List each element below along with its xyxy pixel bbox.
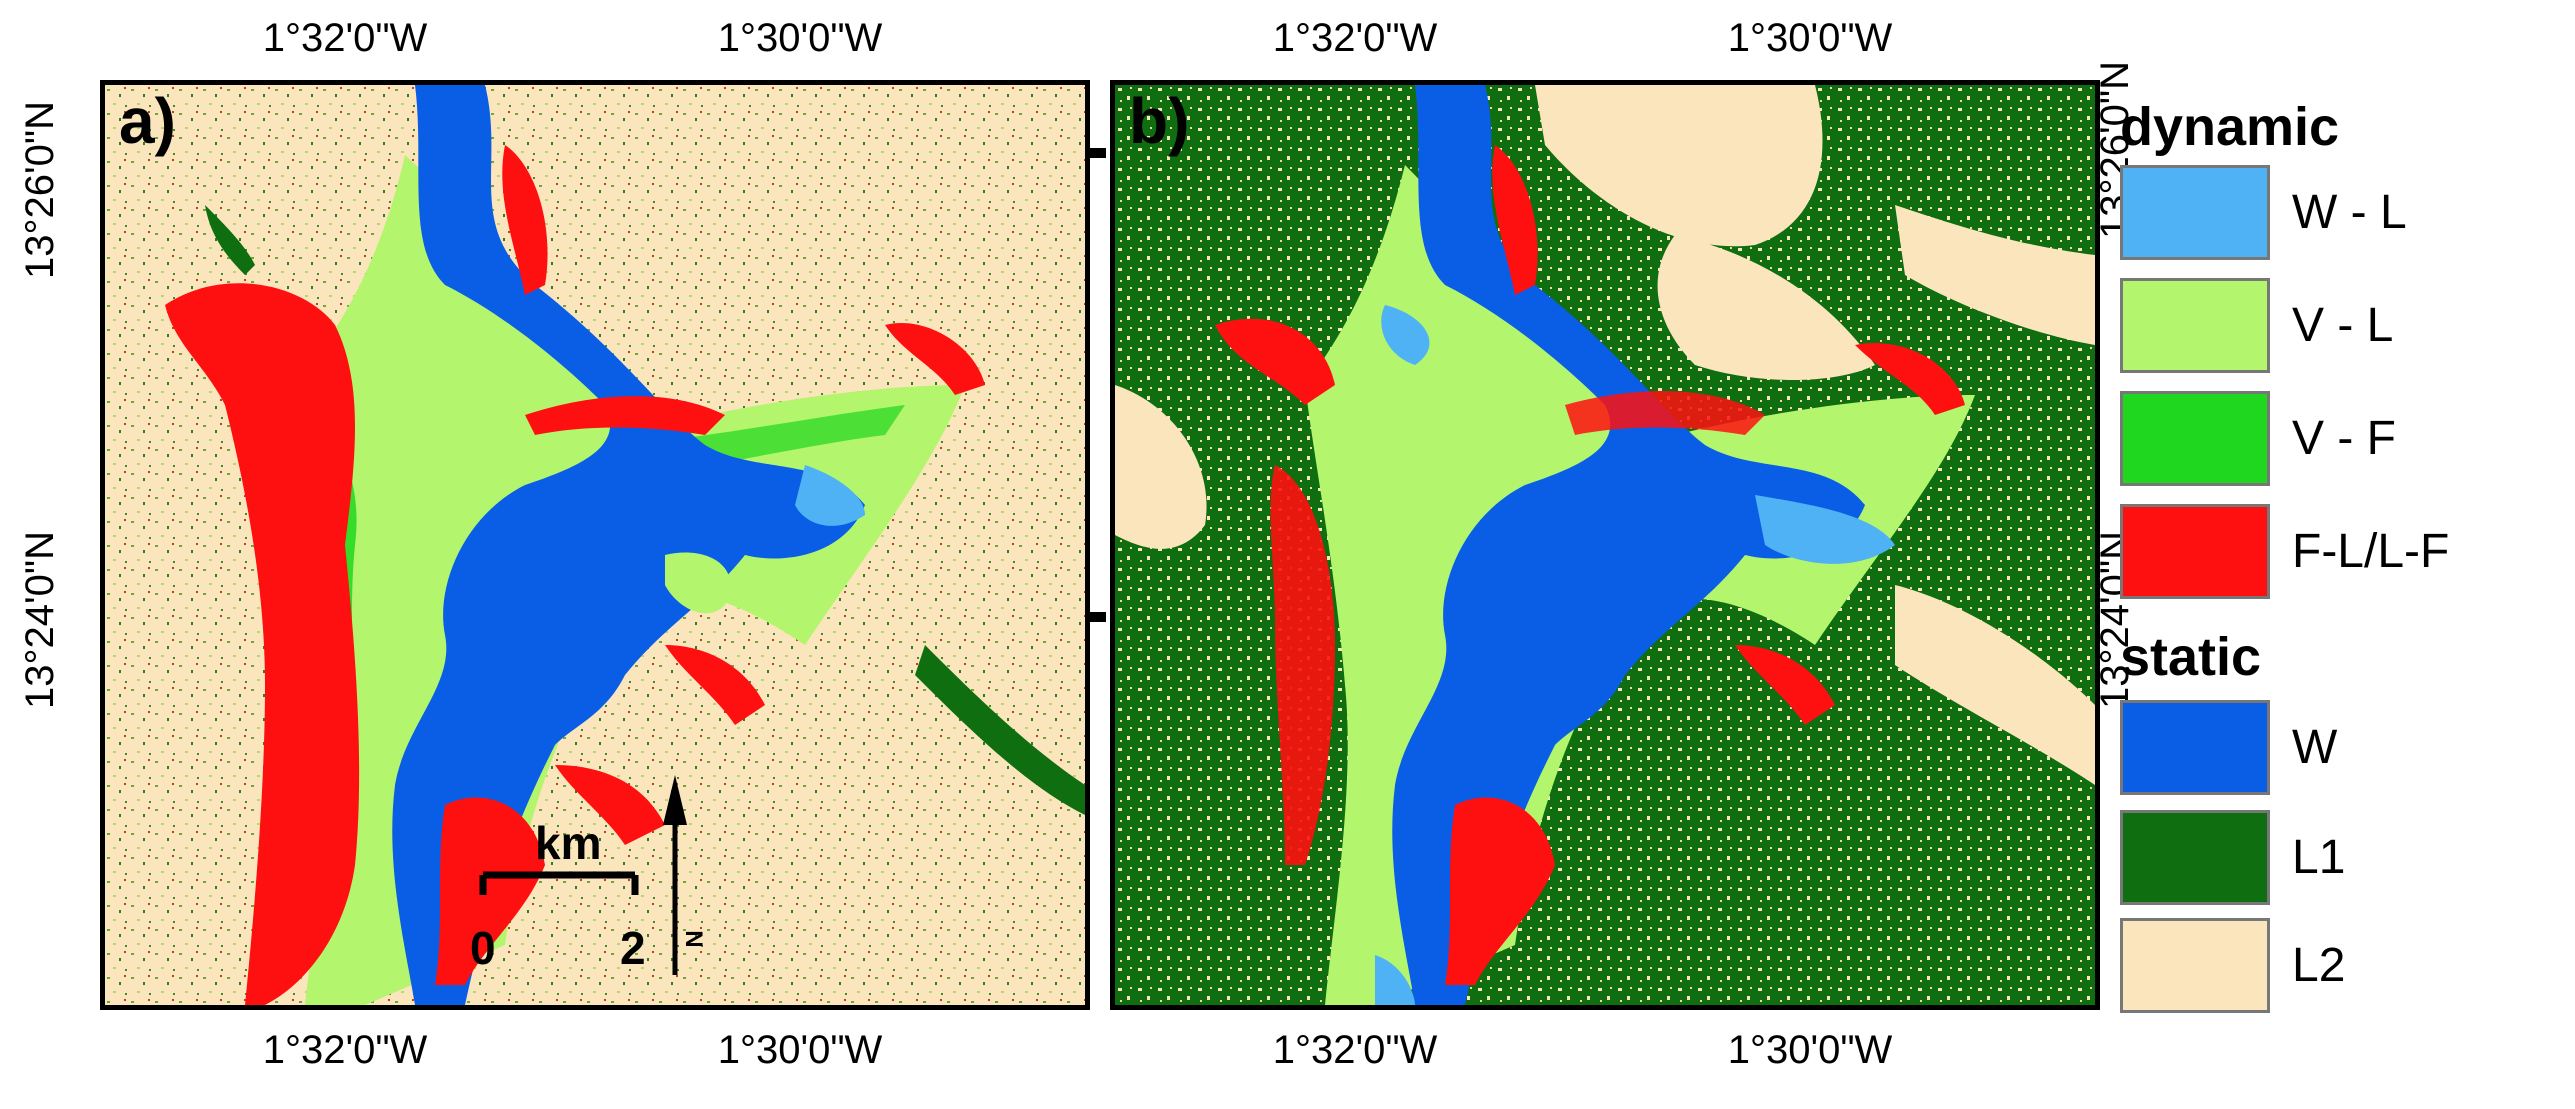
legend-label: L2 (2292, 939, 2346, 992)
lon-label-top-right-a: 1°30'0"W (717, 16, 883, 60)
legend-label: F-L/L-F (2292, 525, 2450, 578)
scale-bar-end: 2 (620, 922, 646, 974)
land-cover-map-b (1115, 85, 2095, 1005)
legend-swatch (2120, 918, 2270, 1013)
legend-swatch (2120, 504, 2270, 599)
scale-bar-unit: km (535, 817, 602, 869)
legend-label: L1 (2292, 831, 2346, 884)
graticule-tick-bottom (1090, 612, 1106, 622)
lat-label-left-bottom: 13°24'0"N (18, 531, 62, 709)
lat-label-left-top: 13°26'0"N (18, 101, 62, 279)
lon-label-top-left-a: 1°32'0"W (262, 16, 428, 60)
scale-bar-start: 0 (470, 922, 496, 974)
legend-swatch (2120, 165, 2270, 260)
legend-swatch (2120, 700, 2270, 795)
legend-label: W - L (2292, 186, 2407, 239)
legend-label: W (2292, 721, 2338, 774)
land-cover-map-a (105, 85, 1085, 1005)
lon-label-bottom-left-b: 1°32'0"W (1272, 1028, 1438, 1072)
map-panel-a: a) km 0 2 N (100, 80, 1090, 1010)
legend-heading-static: static (2120, 627, 2262, 687)
legend-swatch (2120, 810, 2270, 905)
legend-label: V - F (2292, 412, 2396, 465)
legend-label: V - L (2292, 299, 2394, 352)
panel-label-b: b) (1129, 85, 1190, 157)
lon-label-top-right-b: 1°30'0"W (1727, 16, 1893, 60)
map-panel-b: b) (1110, 80, 2100, 1010)
lon-label-bottom-right-b: 1°30'0"W (1727, 1028, 1893, 1072)
lon-label-bottom-left-a: 1°32'0"W (262, 1028, 428, 1072)
lon-label-bottom-right-a: 1°30'0"W (717, 1028, 883, 1072)
north-arrow-label: N (681, 930, 709, 948)
legend-heading-dynamic: dynamic (2120, 97, 2340, 157)
panel-label-a: a) (119, 85, 176, 157)
legend-swatch (2120, 391, 2270, 486)
graticule-tick-top (1090, 148, 1106, 158)
legend-swatch (2120, 278, 2270, 373)
lon-label-top-left-b: 1°32'0"W (1272, 16, 1438, 60)
